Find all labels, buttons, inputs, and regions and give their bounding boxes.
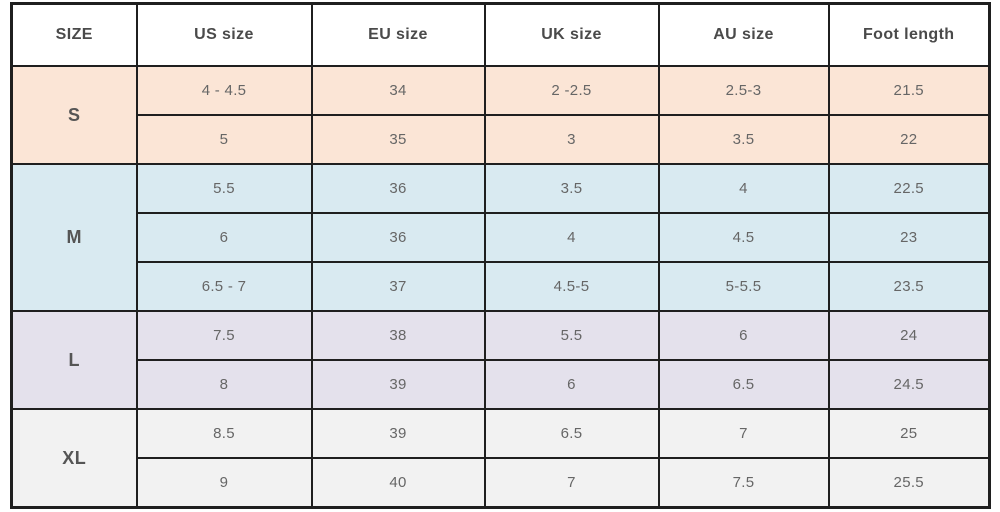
table-cell: 34 xyxy=(310,65,486,116)
header-cell-au-size: AU size xyxy=(657,2,830,67)
table-cell: 5.5 xyxy=(135,163,313,214)
table-cell: 3.5 xyxy=(657,114,830,165)
table-cell: 7.5 xyxy=(135,310,313,361)
table-cell: 36 xyxy=(310,163,486,214)
table-cell: 3 xyxy=(483,114,660,165)
table-cell: 23.5 xyxy=(827,261,991,312)
table-cell: 40 xyxy=(310,457,486,509)
table-cell: 25.5 xyxy=(827,457,991,509)
table-cell: 36 xyxy=(310,212,486,263)
table-row: XL 8.5 39 6.5 7 25 xyxy=(10,408,991,509)
table-row: M 5.5 36 3.5 4 22.5 xyxy=(10,163,991,312)
header-cell-eu-size: EU size xyxy=(310,2,486,67)
table-cell: 6 xyxy=(483,359,660,410)
table-row: 6 36 4 4.5 23 xyxy=(11,212,991,263)
table-cell: 7.5 xyxy=(657,457,830,509)
table-row: 8 39 6 6.5 24.5 xyxy=(11,359,991,410)
table-cell: 4 xyxy=(657,163,830,214)
size-chart-table: SIZE US size EU size UK size AU size Foo… xyxy=(10,2,991,509)
table-cell: 8.5 xyxy=(135,408,313,459)
table-row: L 7.5 38 5.5 6 24 xyxy=(10,310,991,410)
table-cell: 9 xyxy=(135,457,313,509)
header-cell-us-size: US size xyxy=(135,2,313,67)
size-group-label-m: M xyxy=(10,163,138,312)
table-cell: 38 xyxy=(310,310,486,361)
table-row: S 4 - 4.5 34 2 -2.5 2.5-3 21.5 xyxy=(10,65,991,165)
table-cell: 6.5 xyxy=(483,408,660,459)
header-row: SIZE US size EU size UK size AU size Foo… xyxy=(10,2,991,67)
table-cell: 2.5-3 xyxy=(657,65,830,116)
table-cell: 4 - 4.5 xyxy=(135,65,313,116)
table-cell: 22.5 xyxy=(827,163,991,214)
size-group-label-s: S xyxy=(10,65,138,165)
table-cell: 39 xyxy=(310,408,486,459)
table-cell: 24 xyxy=(827,310,991,361)
table-cell: 5-5.5 xyxy=(657,261,830,312)
table-cell: 2 -2.5 xyxy=(483,65,660,116)
size-group-label-xl: XL xyxy=(10,408,138,509)
table-cell: 6.5 - 7 xyxy=(135,261,313,312)
table-cell: 5 xyxy=(135,114,313,165)
table-cell: 6 xyxy=(135,212,313,263)
table-row: 6.5 - 7 37 4.5-5 5-5.5 23.5 xyxy=(11,261,991,312)
table-cell: 6.5 xyxy=(657,359,830,410)
table-cell: 6 xyxy=(657,310,830,361)
table-cell: 8 xyxy=(135,359,313,410)
header-cell-uk-size: UK size xyxy=(483,2,660,67)
table-cell: 4 xyxy=(483,212,660,263)
table-cell: 3.5 xyxy=(483,163,660,214)
table-cell: 35 xyxy=(310,114,486,165)
table-cell: 4.5-5 xyxy=(483,261,660,312)
table-row: 9 40 7 7.5 25.5 xyxy=(11,457,991,509)
table-cell: 5.5 xyxy=(483,310,660,361)
size-group-label-l: L xyxy=(10,310,138,410)
table-cell: 4.5 xyxy=(657,212,830,263)
table-cell: 7 xyxy=(657,408,830,459)
header-cell-foot-length: Foot length xyxy=(827,2,991,67)
size-chart-container: SIZE US size EU size UK size AU size Foo… xyxy=(10,2,991,509)
header-cell-size: SIZE xyxy=(10,2,138,67)
table-cell: 21.5 xyxy=(827,65,991,116)
table-cell: 37 xyxy=(310,261,486,312)
table-cell: 24.5 xyxy=(827,359,991,410)
table-cell: 39 xyxy=(310,359,486,410)
table-header: SIZE US size EU size UK size AU size Foo… xyxy=(10,2,991,67)
table-body: S 4 - 4.5 34 2 -2.5 2.5-3 21.5 5 35 3 3.… xyxy=(10,65,991,509)
table-cell: 22 xyxy=(827,114,991,165)
table-cell: 7 xyxy=(483,457,660,509)
table-cell: 25 xyxy=(827,408,991,459)
table-cell: 23 xyxy=(827,212,991,263)
table-row: 5 35 3 3.5 22 xyxy=(11,114,991,165)
